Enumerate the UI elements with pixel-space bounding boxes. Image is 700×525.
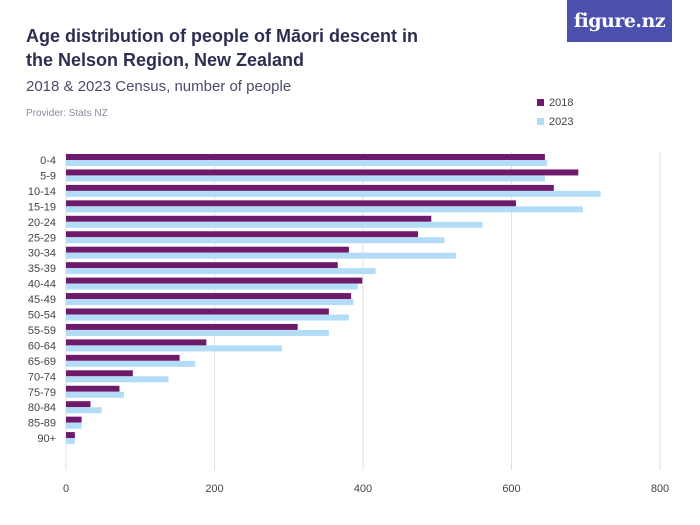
bar-2018-60-64: [66, 339, 207, 346]
category-label: 60-64: [28, 340, 56, 352]
bar-2018-90+: [66, 432, 75, 439]
legend-label-2018: 2018: [549, 96, 574, 109]
bar-2023-90+: [66, 438, 75, 445]
bar-2023-85-89: [66, 422, 82, 429]
bar-2018-20-24: [66, 215, 432, 222]
bar-2023-25-29: [66, 237, 445, 244]
x-tick-label: 800: [651, 483, 669, 495]
legend-label-2023: 2023: [549, 115, 574, 128]
x-tick-label: 0: [63, 483, 69, 495]
bar-2023-60-64: [66, 345, 283, 352]
category-label: 55-59: [28, 325, 56, 337]
bar-2023-35-39: [66, 268, 376, 275]
category-label: 85-89: [28, 418, 56, 430]
bar-2023-55-59: [66, 329, 329, 336]
bars: [66, 154, 601, 445]
bar-2018-15-19: [66, 200, 516, 207]
category-label: 70-74: [28, 371, 56, 383]
category-label: 65-69: [28, 356, 56, 368]
x-tick-label: 600: [502, 483, 520, 495]
bar-2023-50-54: [66, 314, 349, 321]
category-label: 50-54: [28, 310, 56, 322]
bar-2018-65-69: [66, 354, 180, 361]
bar-2023-40-44: [66, 283, 358, 290]
bar-2018-40-44: [66, 277, 363, 284]
bar-2018-5-9: [66, 169, 579, 176]
category-label: 30-34: [28, 248, 56, 260]
bar-2018-55-59: [66, 323, 298, 330]
chart-subtitle: 2018 & 2023 Census, number of people: [26, 78, 292, 95]
bar-2018-35-39: [66, 262, 338, 269]
bar-2018-80-84: [66, 401, 91, 408]
category-label: 90+: [37, 433, 56, 445]
x-axis-ticks: 0 200 400 600 800: [63, 483, 669, 495]
bar-2023-30-34: [66, 252, 456, 259]
category-label: 5-9: [40, 170, 56, 182]
category-label: 80-84: [28, 402, 56, 414]
category-labels: 0-4 5-9 10-14 15-19 20-24 25-29 30-34 35-39 40-4…: [28, 155, 56, 445]
bar-2023-75-79: [66, 391, 124, 398]
legend-item-2023: 2023: [537, 112, 573, 131]
bar-2023-0-4: [66, 160, 548, 166]
bar-2023-15-19: [66, 206, 583, 213]
bar-2018-70-74: [66, 370, 133, 377]
bar-2023-65-69: [66, 360, 196, 367]
bar-2018-10-14: [66, 184, 554, 191]
figure-nz-logo[interactable]: figure.nz: [567, 0, 672, 42]
x-tick-label: 200: [205, 483, 223, 495]
bar-2018-50-54: [66, 308, 329, 315]
provider-note: Provider: Stats NZ: [26, 108, 108, 119]
chart-title: Age distribution of people of Māori desc…: [26, 26, 419, 70]
category-label: 35-39: [28, 263, 56, 275]
bar-2018-45-49: [66, 293, 352, 300]
legend: 2018 2023: [537, 93, 573, 131]
bar-2023-80-84: [66, 407, 102, 414]
bar-2018-85-89: [66, 416, 82, 423]
bar-2023-70-74: [66, 376, 169, 383]
category-label: 45-49: [28, 294, 56, 306]
bar-2023-5-9: [66, 175, 545, 182]
bar-2018-25-29: [66, 231, 418, 238]
bar-2018-30-34: [66, 246, 349, 253]
legend-swatch-2023: [537, 118, 544, 125]
bar-2023-45-49: [66, 299, 354, 306]
category-label: 75-79: [28, 387, 56, 399]
legend-swatch-2018: [537, 99, 544, 106]
bar-2023-10-14: [66, 190, 601, 197]
bar-2023-20-24: [66, 221, 483, 228]
category-label: 10-14: [28, 186, 56, 198]
category-label: 15-19: [28, 201, 56, 213]
category-label: 0-4: [40, 155, 56, 167]
bar-2018-75-79: [66, 385, 120, 392]
category-label: 20-24: [28, 217, 56, 229]
category-label: 40-44: [28, 279, 56, 291]
legend-item-2018: 2018: [537, 93, 573, 112]
category-label: 25-29: [28, 232, 56, 244]
bar-2018-0-4: [66, 154, 545, 160]
x-tick-label: 400: [354, 483, 372, 495]
